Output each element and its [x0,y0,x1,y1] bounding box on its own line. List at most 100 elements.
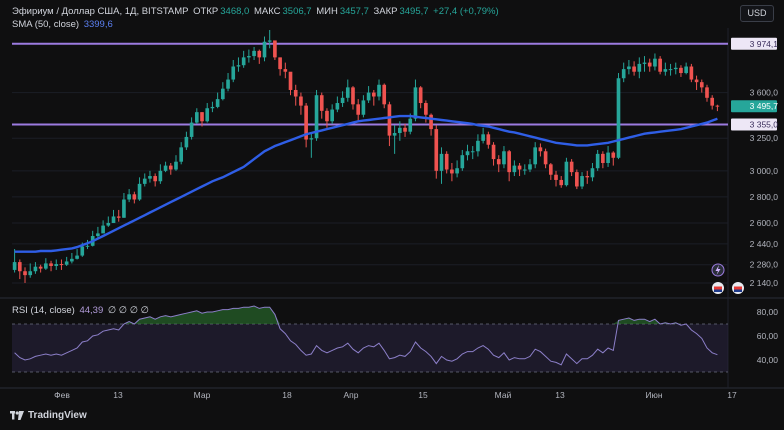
candle-body [17,262,22,272]
open-value: 3468,0 [220,6,250,17]
price-tick-label: 2 600,0 [750,218,779,228]
candle-body [345,87,350,98]
time-tick-label: 17 [727,390,737,400]
candle-body [163,165,168,171]
candle-body [340,97,345,104]
candle-body [689,66,694,80]
candle-body [450,169,454,174]
candle-body [309,138,314,140]
candle-body [257,50,262,58]
candle-body [486,134,491,145]
candle-body [548,164,553,175]
candle-body [293,89,298,97]
candle-body [288,71,293,90]
candle-body [403,127,407,132]
rsi-legend[interactable]: RSI (14, close) 44,39 ∅ ∅ ∅ ∅ [12,305,151,316]
candle-body [132,194,137,200]
candle-body [616,78,621,158]
price-tick-label: 2 280,0 [750,260,779,270]
candle-body [122,199,126,218]
candle-body [601,153,605,163]
candle-body [127,194,131,200]
candle-body [517,165,522,170]
time-tick-label: Июн [645,390,662,400]
low-label: МИН [316,6,338,17]
level-price-tag [731,118,777,131]
candle-body [319,95,324,111]
candle-body [663,69,668,72]
candle-body [522,169,527,171]
candle-body [371,92,376,97]
candle-body [226,79,230,89]
currency-button[interactable]: USD [740,5,774,22]
candle-body [23,271,27,276]
candle-body [44,263,48,269]
candle-body [200,112,204,122]
low-value: 3457,7 [339,6,369,17]
candle-body [465,151,470,156]
candle-body [85,245,90,247]
candle-body [194,112,199,123]
last-price-label: 3 495,7 [750,101,779,111]
sma-legend[interactable]: SMA (50, close) 3399,6 [12,19,115,30]
candle-body [38,266,43,269]
flag-icon-stripe [734,289,742,292]
candle-body [179,147,184,162]
candle-body [632,66,636,72]
candle-body [564,161,569,186]
change-value: +27,4 (+0,79%) [433,6,499,17]
level-price-tag [731,37,777,50]
candle-body [142,178,147,184]
candle-body [267,40,272,42]
candle-body [33,266,38,272]
candle-body [325,110,329,122]
candle-body [168,165,173,170]
rsi-tick-label: 40,00 [757,355,779,365]
time-tick-label: 13 [113,390,123,400]
last-price-tag [731,100,777,113]
price-tick-label: 2 140,0 [750,278,779,288]
candle-body [205,108,210,122]
candle-body [335,103,340,110]
candle-body [273,40,277,58]
candle-body [64,261,69,265]
high-value: 3506,7 [282,6,312,17]
tradingview-logo[interactable]: TradingView [10,410,87,421]
candle-body [361,100,366,115]
close-label: ЗАКР [373,6,398,17]
candle-body [491,144,496,160]
candle-body [673,67,678,70]
candle-body [699,82,704,88]
candle-body [236,65,241,67]
candle-body [231,66,236,80]
candle-body [75,255,79,259]
candle-body [569,161,574,173]
rsi-band [12,324,728,372]
time-tick-label: Май [495,390,512,400]
candle-body [96,233,100,237]
symbol-title: Эфириум / Доллар США, 1Д, BITSTAMP [12,6,189,17]
candle-body [413,87,418,119]
candle-body [684,66,688,74]
candle-body [241,57,246,66]
candle-body [679,67,683,74]
candle-body [12,262,17,270]
time-tick-label: Фев [54,390,70,400]
tradingview-logo-icon [10,411,24,420]
price-tick-label: 2 800,0 [750,192,779,202]
candle-body [538,147,543,152]
candle-body [424,103,428,115]
symbol-legend: Эфириум / Доллар США, 1Д, BITSTAMP ОТКР 3… [12,6,501,17]
candle-body [252,50,256,57]
lightning-icon-glyph [715,265,721,275]
rsi-label: RSI (14, close) [12,305,75,316]
candle-body [49,263,53,267]
candle-body [606,152,610,163]
candle-body [158,170,163,182]
candle-body [59,264,64,266]
candle-body [575,172,579,187]
candle-body [247,56,251,58]
candle-body [642,62,647,64]
